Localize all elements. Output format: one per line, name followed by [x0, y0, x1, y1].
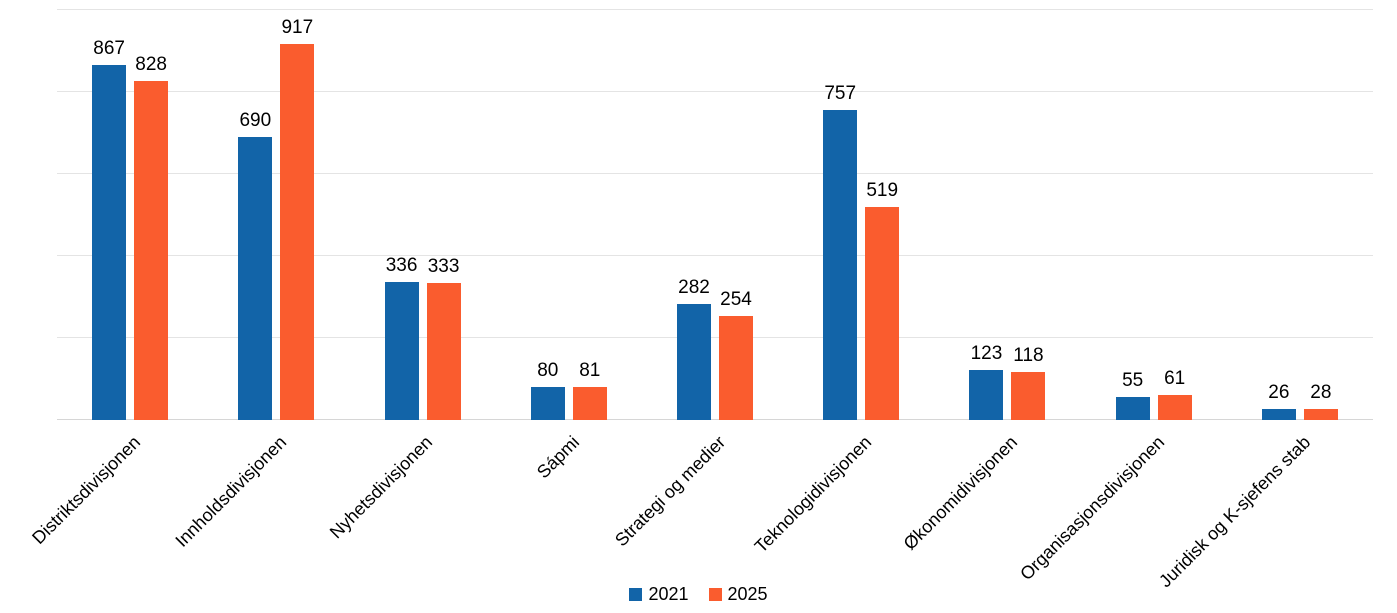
bar-2021: 690: [238, 110, 273, 420]
legend-swatch-icon: [629, 588, 643, 601]
value-label: 917: [281, 17, 314, 38]
category-label: Økonomidivisjonen: [899, 432, 1022, 554]
legend-item-2025: 2025: [708, 584, 768, 605]
bar-rect-2021: [530, 387, 565, 420]
bar-2021: 123: [969, 343, 1004, 420]
gridline: [57, 173, 1373, 174]
category-label: Distriktsdivisjonen: [28, 432, 145, 548]
gridline: [57, 255, 1373, 256]
bar-2025: 61: [1157, 368, 1192, 420]
category-label: Sápmi: [532, 432, 583, 483]
value-label: 867: [93, 38, 125, 59]
bar-rect-2025: [426, 283, 461, 420]
value-label: 336: [385, 255, 418, 276]
value-label: 26: [1268, 382, 1290, 403]
bar-rect-2025: [1011, 372, 1046, 420]
value-label: 519: [866, 180, 899, 201]
value-label: 118: [1013, 345, 1044, 366]
bar-rect-2021: [1115, 397, 1150, 420]
legend: 2021 2025: [0, 584, 1397, 605]
value-label: 61: [1164, 368, 1186, 389]
bar-2025: 118: [1011, 345, 1046, 420]
bar-2025: 519: [865, 180, 900, 420]
category-label: Innholdsdivisjonen: [171, 432, 291, 551]
category-group: 690 917 Innholdsdivisjonen: [172, 0, 349, 551]
bar-rect-2021: [676, 304, 711, 420]
category-label: Strategi og medier: [610, 432, 730, 551]
gridline: [57, 9, 1373, 10]
bar-2021: 55: [1115, 370, 1150, 420]
category-group: 282 254 Strategi og medier: [611, 0, 788, 550]
legend-label: 2025: [727, 584, 768, 604]
category-group: 55 61 Organisasjonsdivisjonen: [1016, 0, 1227, 584]
bar-2021: 336: [384, 255, 419, 420]
value-label: 254: [720, 289, 752, 310]
bar-rect-2021: [238, 137, 273, 420]
category-group: 867 828 Distriktsdivisjonen: [28, 0, 203, 548]
category-label: Nyhetsdivisjonen: [326, 432, 437, 543]
bar-rect-2021: [1261, 409, 1296, 420]
bar-rect-2025: [1303, 409, 1338, 420]
bar-rect-2025: [134, 81, 169, 420]
legend-label: 2021: [648, 584, 689, 604]
gridline: [57, 91, 1373, 92]
category-label: Juridisk og K-sjefens stab: [1154, 432, 1315, 592]
bar-rect-2025: [1157, 395, 1192, 420]
category-group: 80 81 Sápmi: [496, 0, 642, 482]
x-axis-line: [57, 419, 1373, 420]
bar-2021: 757: [823, 83, 858, 420]
category-group: 123 118 Økonomidivisjonen: [900, 0, 1080, 554]
category-group: 26 28 Juridisk og K-sjefens stab: [1155, 0, 1373, 591]
bar-rect-2025: [280, 44, 315, 420]
bar-2025: 81: [572, 360, 607, 420]
bar-2021: 80: [530, 360, 565, 420]
value-label: 757: [824, 83, 857, 104]
value-label: 80: [537, 360, 559, 381]
value-label: 828: [135, 54, 167, 75]
bar-rect-2021: [384, 282, 419, 420]
value-label: 690: [239, 110, 272, 131]
value-label: 282: [678, 277, 710, 298]
bar-2025: 333: [426, 256, 461, 420]
bar-rect-2021: [969, 370, 1004, 420]
value-label: 55: [1122, 370, 1144, 391]
category-label: Organisasjonsdivisjonen: [1015, 432, 1168, 585]
legend-item-2021: 2021: [629, 584, 689, 605]
value-label: 81: [579, 360, 601, 381]
category-label: Teknologidivisjonen: [750, 432, 876, 557]
category-group: 336 333 Nyhetsdivisjonen: [326, 0, 495, 542]
value-label: 28: [1310, 382, 1332, 403]
bar-rect-2021: [823, 110, 858, 420]
category-group: 757 519 Teknologidivisjonen: [751, 0, 934, 557]
value-label: 123: [970, 343, 1003, 364]
bar-2021: 282: [676, 277, 711, 420]
bar-2025: 28: [1303, 382, 1338, 420]
bar-2021: 26: [1261, 382, 1296, 420]
bar-rect-2021: [92, 65, 127, 420]
plot-area: 867 828 Distriktsdivisjonen 690 917 Innholdsd…: [28, 0, 1373, 591]
bar-rect-2025: [865, 207, 900, 420]
bar-2025: 828: [134, 54, 169, 420]
bar-2025: 917: [280, 17, 315, 420]
gridline: [57, 337, 1373, 338]
value-label: 333: [427, 256, 460, 277]
bar-2021: 867: [92, 38, 127, 420]
bar-rect-2025: [572, 387, 607, 420]
legend-swatch-icon: [708, 588, 722, 601]
bar-2025: 254: [718, 289, 753, 420]
bar-rect-2025: [718, 316, 753, 420]
